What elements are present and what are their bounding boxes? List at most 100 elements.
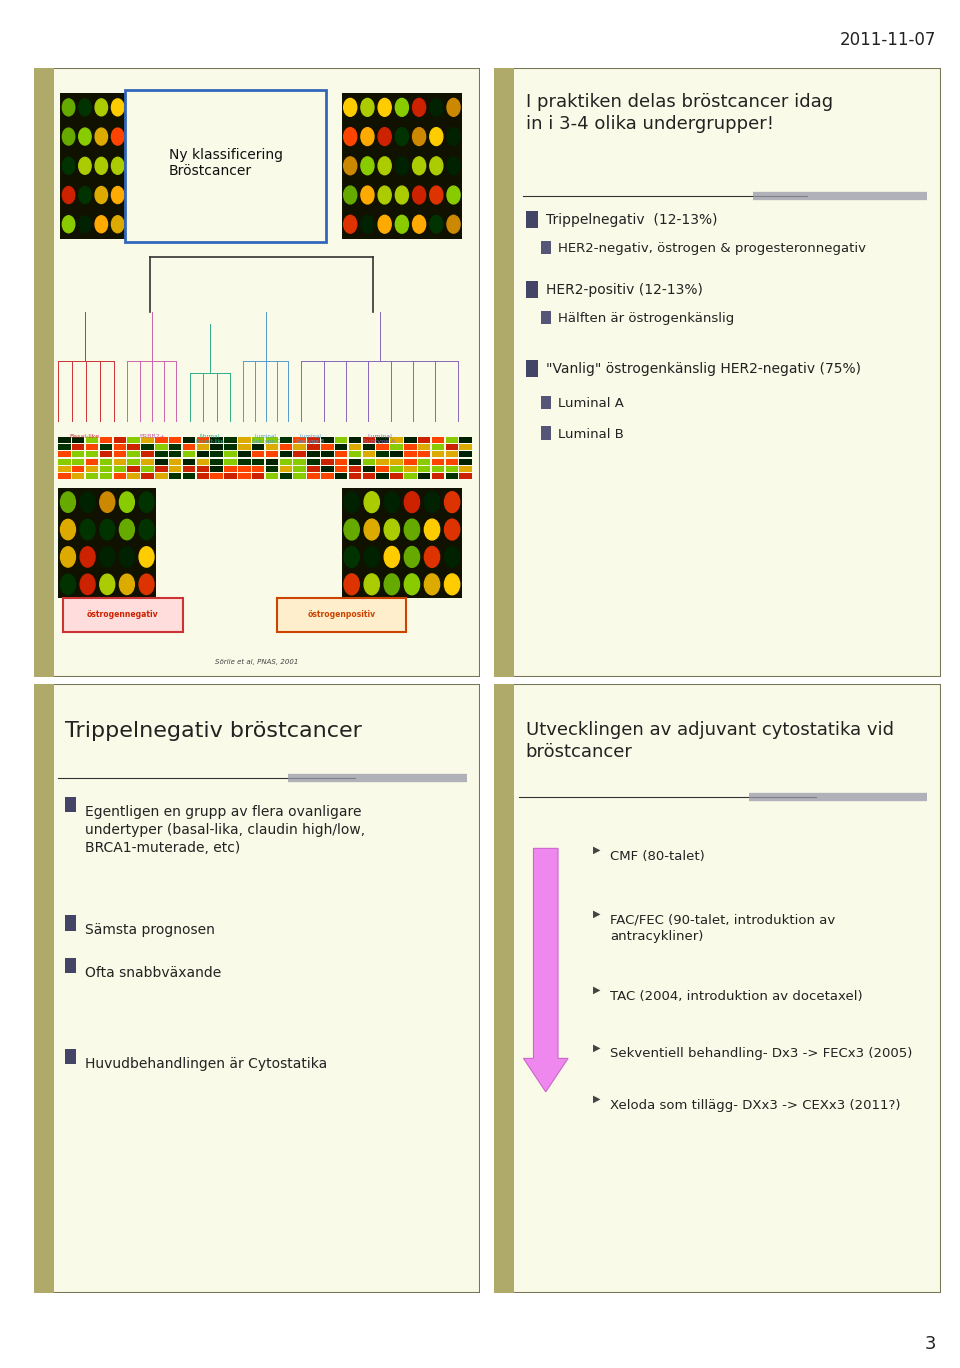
- Circle shape: [378, 186, 392, 204]
- Bar: [59, 436, 71, 443]
- Bar: [85, 466, 98, 472]
- Bar: [128, 451, 140, 457]
- Bar: [307, 458, 320, 465]
- Bar: [335, 451, 348, 457]
- Text: ▶: ▶: [592, 1094, 600, 1104]
- Bar: [238, 436, 251, 443]
- Circle shape: [384, 547, 399, 568]
- Text: Trippelnegativ  (12-13%): Trippelnegativ (12-13%): [545, 213, 717, 227]
- Bar: [460, 458, 472, 465]
- Bar: [169, 466, 181, 472]
- Bar: [418, 473, 430, 479]
- Circle shape: [62, 98, 75, 116]
- Bar: [65, 796, 76, 811]
- Bar: [59, 445, 71, 450]
- Bar: [363, 445, 375, 450]
- Bar: [335, 445, 348, 450]
- Circle shape: [111, 216, 124, 233]
- Bar: [85, 458, 98, 465]
- Bar: [141, 473, 154, 479]
- Circle shape: [361, 215, 374, 233]
- Circle shape: [424, 575, 440, 595]
- Bar: [34, 684, 54, 1293]
- Bar: [307, 466, 320, 472]
- Bar: [182, 445, 195, 450]
- Bar: [526, 211, 539, 228]
- Bar: [141, 436, 154, 443]
- Bar: [307, 436, 320, 443]
- Circle shape: [430, 98, 443, 116]
- Bar: [238, 466, 251, 472]
- Text: HER2-negativ, östrogen & progesteronnegativ: HER2-negativ, östrogen & progesteronnega…: [558, 242, 866, 254]
- Bar: [65, 1049, 76, 1064]
- Circle shape: [119, 575, 134, 595]
- Text: Ofta snabbväxande: Ofta snabbväxande: [84, 966, 221, 979]
- Bar: [404, 473, 417, 479]
- Bar: [225, 458, 237, 465]
- Circle shape: [430, 127, 443, 145]
- Circle shape: [95, 98, 108, 116]
- Bar: [128, 436, 140, 443]
- Bar: [342, 93, 462, 239]
- Circle shape: [100, 547, 114, 568]
- Bar: [294, 458, 306, 465]
- Text: ▶: ▶: [592, 1042, 600, 1052]
- Bar: [128, 473, 140, 479]
- Bar: [197, 458, 209, 465]
- Bar: [141, 445, 154, 450]
- Bar: [210, 473, 223, 479]
- Circle shape: [413, 215, 425, 233]
- Bar: [225, 436, 237, 443]
- Bar: [59, 473, 71, 479]
- Circle shape: [404, 575, 420, 595]
- Text: Basal-like: Basal-like: [70, 434, 100, 439]
- Bar: [65, 958, 76, 973]
- Bar: [404, 458, 417, 465]
- Circle shape: [384, 518, 399, 540]
- Circle shape: [404, 547, 420, 568]
- Bar: [391, 436, 403, 443]
- Bar: [391, 466, 403, 472]
- Bar: [418, 445, 430, 450]
- Bar: [100, 436, 112, 443]
- Circle shape: [100, 520, 114, 540]
- Bar: [445, 466, 458, 472]
- Bar: [376, 445, 389, 450]
- Text: Sörlie et al, PNAS, 2001: Sörlie et al, PNAS, 2001: [215, 659, 299, 665]
- Circle shape: [447, 98, 460, 116]
- Circle shape: [80, 492, 95, 513]
- Circle shape: [447, 186, 460, 204]
- Circle shape: [139, 492, 154, 513]
- Bar: [526, 360, 539, 378]
- FancyBboxPatch shape: [125, 90, 326, 242]
- Circle shape: [447, 127, 460, 145]
- Bar: [210, 445, 223, 450]
- Circle shape: [413, 186, 425, 204]
- Bar: [210, 436, 223, 443]
- Circle shape: [344, 98, 357, 116]
- Circle shape: [413, 127, 425, 145]
- Bar: [294, 473, 306, 479]
- Circle shape: [444, 491, 460, 513]
- Circle shape: [80, 547, 95, 568]
- Circle shape: [447, 157, 460, 175]
- Circle shape: [79, 186, 91, 204]
- Bar: [238, 451, 251, 457]
- Circle shape: [144, 157, 156, 174]
- Bar: [348, 436, 361, 443]
- Circle shape: [139, 547, 154, 568]
- Bar: [169, 458, 181, 465]
- Bar: [445, 451, 458, 457]
- Bar: [100, 445, 112, 450]
- Circle shape: [361, 186, 374, 204]
- Bar: [85, 451, 98, 457]
- Circle shape: [424, 518, 440, 540]
- Circle shape: [79, 129, 91, 145]
- Bar: [321, 466, 333, 472]
- Bar: [404, 436, 417, 443]
- Bar: [418, 451, 430, 457]
- Circle shape: [430, 157, 443, 175]
- Circle shape: [144, 186, 156, 204]
- Bar: [225, 473, 237, 479]
- Circle shape: [361, 127, 374, 145]
